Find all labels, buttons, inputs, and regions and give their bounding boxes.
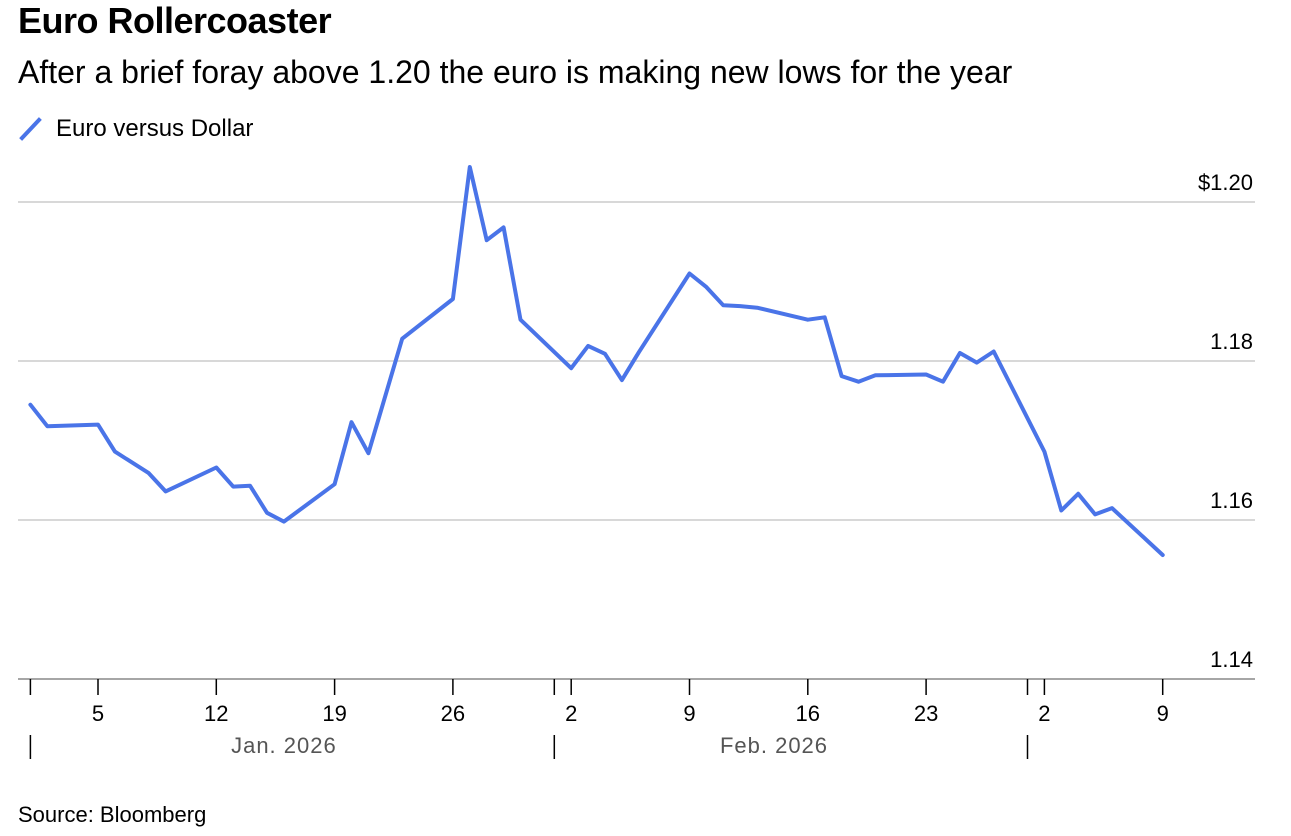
chart-title: Euro Rollercoaster xyxy=(18,0,332,41)
x-tick-label: 12 xyxy=(204,701,228,726)
x-month-label: Jan. 2026 xyxy=(231,733,337,758)
y-axis-labels: $1.20 1.18 1.16 1.14 xyxy=(1198,170,1253,672)
x-tick-label: 2 xyxy=(1038,701,1050,726)
x-tick-label: 19 xyxy=(322,701,346,726)
series-layer xyxy=(28,165,1165,557)
legend-line-icon xyxy=(19,117,42,141)
y-tick-label: 1.16 xyxy=(1210,488,1253,513)
x-tick-label: 9 xyxy=(1157,701,1169,726)
x-tick-label: 2 xyxy=(565,701,577,726)
legend: Euro versus Dollar xyxy=(18,114,253,144)
line-chart: 5 12 19 26 2 9 16 23 2 9 Jan. 2026 Feb. 2026 $1.20 1… xyxy=(18,165,1255,759)
x-tick-label: 26 xyxy=(441,701,465,726)
y-tick-label: $1.20 xyxy=(1198,170,1253,195)
series-line-euro-versus-dollar xyxy=(28,165,1165,557)
gridlines xyxy=(18,201,1255,521)
x-tick-label: 23 xyxy=(914,701,938,726)
x-axis: 5 12 19 26 2 9 16 23 2 9 Jan. 2026 Feb. 2026 xyxy=(18,678,1255,759)
legend-label: Euro versus Dollar xyxy=(56,115,254,142)
chart-subtitle: After a brief foray above 1.20 the euro … xyxy=(18,54,1013,90)
x-tick-label: 16 xyxy=(796,701,820,726)
y-tick-label: 1.14 xyxy=(1210,647,1253,672)
source-note: Source: Bloomberg xyxy=(18,802,207,827)
y-tick-label: 1.18 xyxy=(1210,329,1253,354)
x-tick-label: 9 xyxy=(683,701,695,726)
x-tick-label: 5 xyxy=(92,701,104,726)
x-month-label: Feb. 2026 xyxy=(720,733,828,758)
